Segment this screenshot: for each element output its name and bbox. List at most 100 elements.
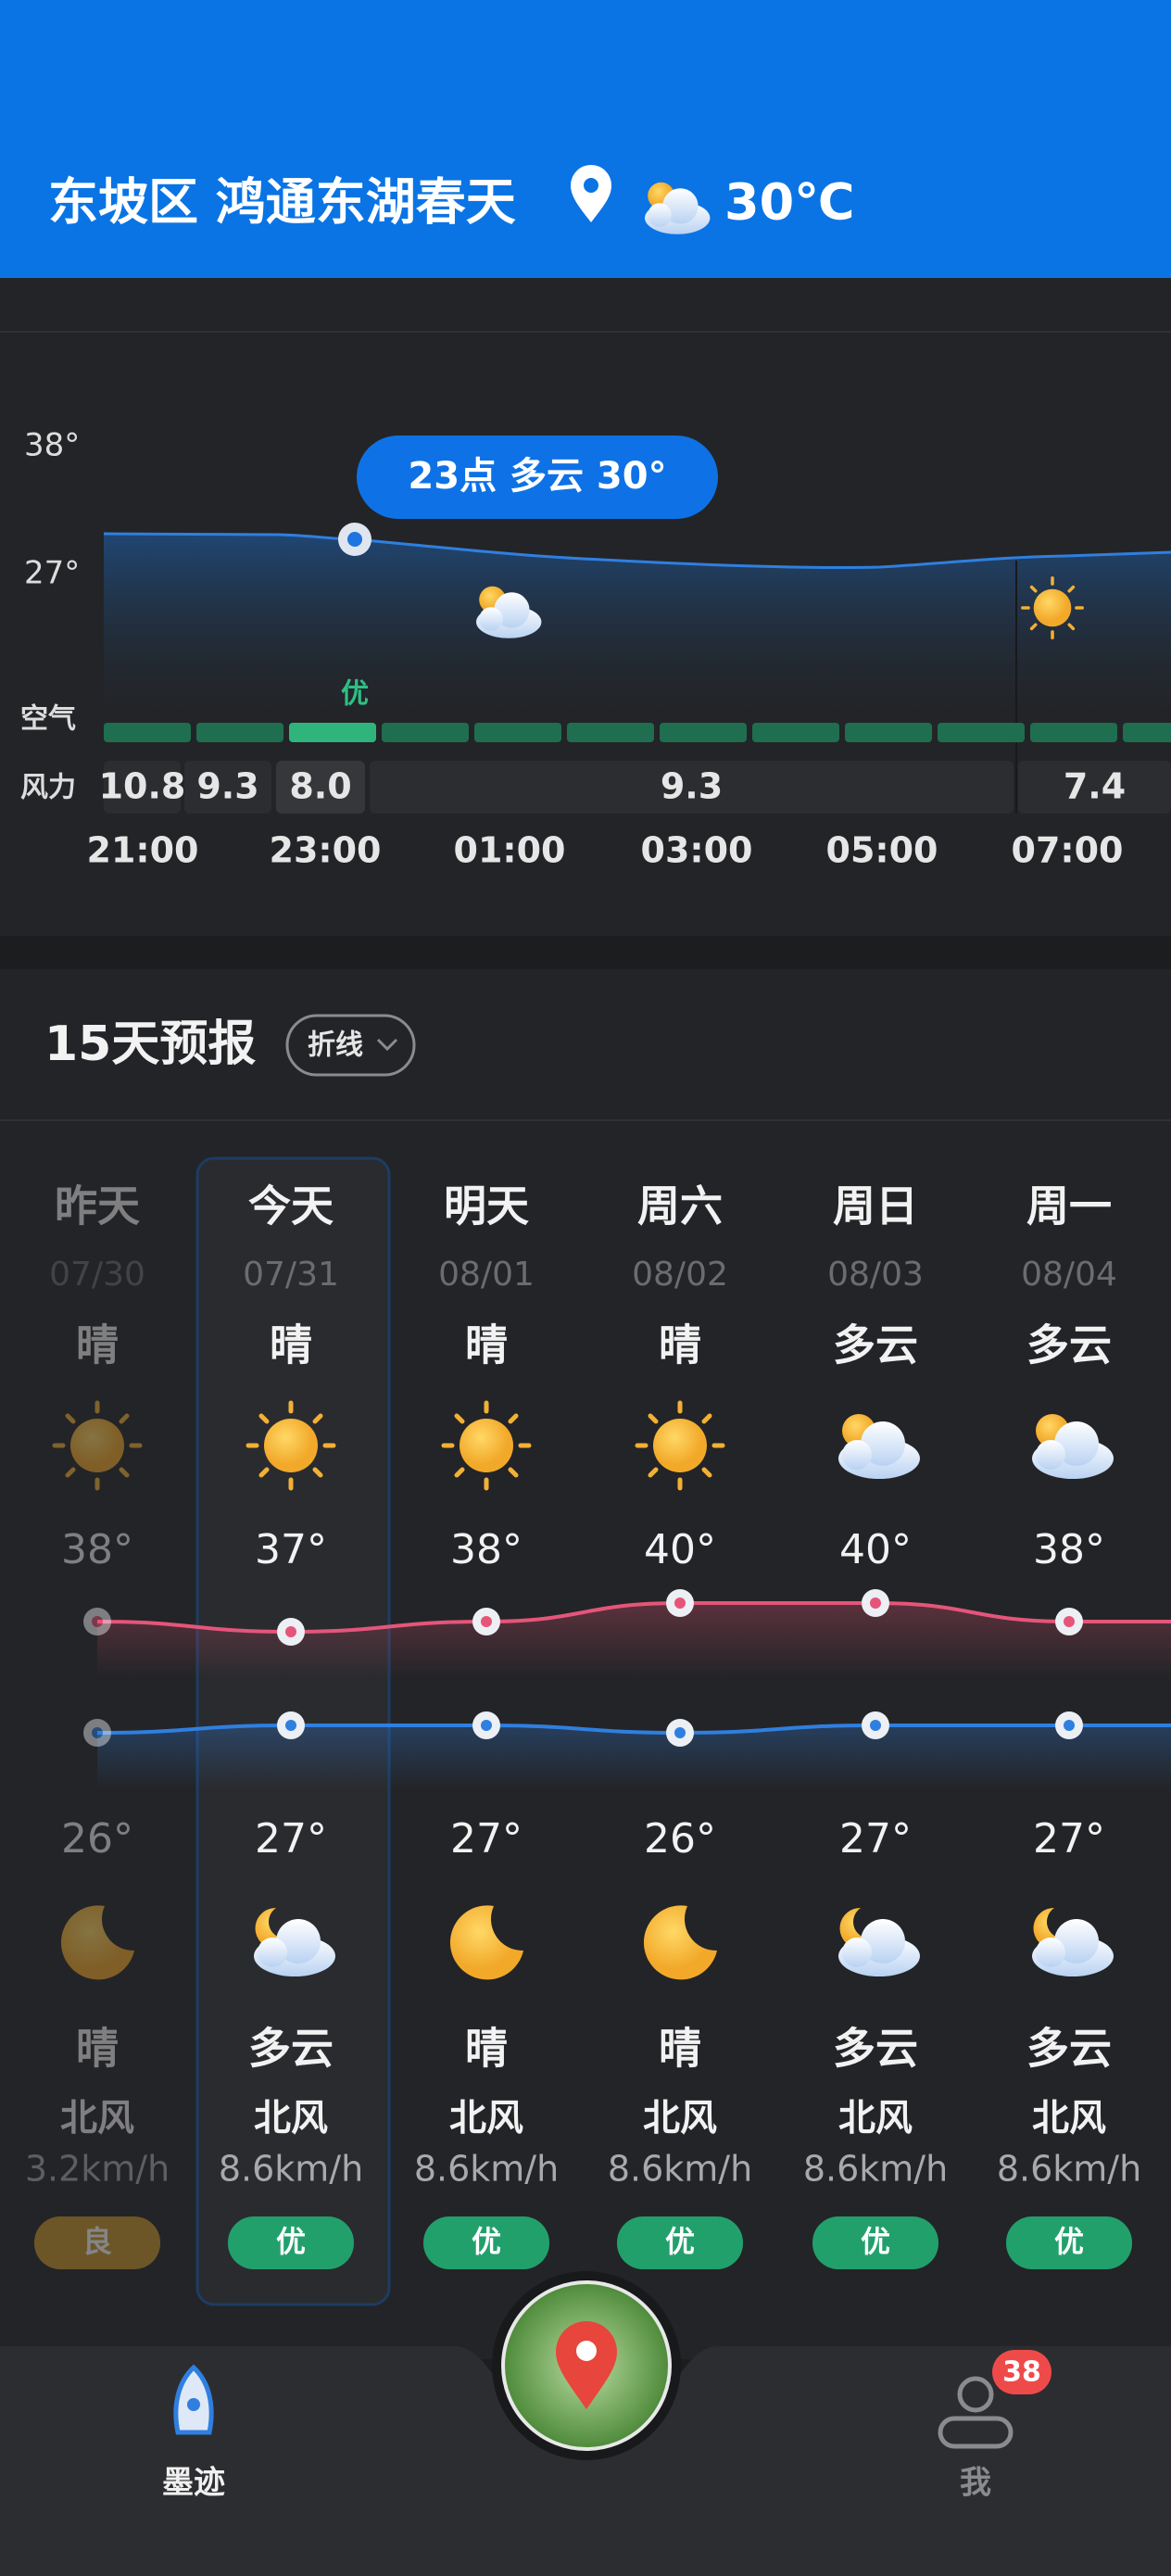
low: 27° [450,1815,523,1863]
high-point-dot [481,1616,492,1627]
day-weather: 多云 [1026,1320,1112,1370]
air-bar [845,723,932,742]
wind-cell [1018,761,1171,814]
wind-dir: 北风 [643,2097,717,2140]
me-label: 我 [960,2465,991,2502]
current-temp: 30℃ [724,173,855,232]
high: 38° [1033,1526,1105,1573]
rocket-window [187,2398,200,2411]
day-weather: 晴 [76,1320,119,1370]
night-weather: 多云 [1026,2024,1112,2074]
aqi-pill [617,2216,743,2269]
mode-toggle[interactable] [285,1014,416,1077]
aqi: 优 [665,2224,695,2259]
date: 08/01 [438,1256,535,1294]
wind-value: 10.8 [99,766,186,807]
wind-speed: 8.6km/h [414,2149,559,2190]
low-point-dot [92,1727,103,1738]
day-weather: 晴 [270,1320,312,1370]
wind-value: 9.3 [196,766,258,807]
wind-dir: 北风 [1032,2097,1106,2140]
tooltip [357,436,718,519]
time-label: 03:00 [641,830,753,871]
date: 07/31 [243,1256,339,1294]
date: 08/03 [827,1256,924,1294]
aqi: 优 [472,2224,501,2259]
day-weather: 晴 [465,1320,508,1370]
wind-cell [370,761,1014,814]
air-bar [1123,723,1171,742]
time-label: 21:00 [87,830,199,871]
date: 07/30 [49,1256,145,1294]
high: 40° [839,1526,912,1573]
air-bar [938,723,1025,742]
y-label: 38° [24,427,80,464]
day-weather: 多云 [833,1320,918,1370]
wind-cell [184,761,271,814]
air-bar [289,723,376,742]
low-point-dot [870,1720,881,1731]
hourly-point-dot [347,532,362,547]
aqi: 优 [861,2224,890,2259]
day: 明天 [444,1181,529,1231]
air-bar [382,723,469,742]
air-bar [567,723,654,742]
wind-speed: 8.6km/h [608,2149,752,2190]
low: 26° [644,1815,716,1863]
pin-icon [556,2321,617,2409]
night-weather: 晴 [465,2024,508,2074]
day: 昨天 [55,1181,140,1231]
y-label: 27° [24,555,80,592]
wind-speed: 8.6km/h [803,2149,948,2190]
day-column[interactable]: 昨天 07/30 晴 38° 26° 晴北风 3.2km/h 良 [25,1181,170,2270]
wind-cell [104,761,181,814]
air-bar [474,723,561,742]
time-label: 05:00 [826,830,938,871]
aqi: 良 [82,2224,112,2259]
bottom-nav [0,2346,1171,2576]
day: 今天 [248,1181,334,1231]
home-tab[interactable]: 墨迹 [162,2364,225,2502]
mode-text: 折线 [308,1029,363,1062]
high-point-dot [674,1597,686,1609]
wind-cell [276,761,365,814]
wind-label: 风力 [20,772,76,804]
day: 周一 [1026,1181,1112,1231]
low-point-dot [1064,1720,1075,1731]
aqi-pill [812,2216,938,2269]
wind-speed: 8.6km/h [997,2149,1141,2190]
high-point [83,1608,111,1635]
low-point-dot [481,1720,492,1731]
aqi: 优 [276,2224,306,2259]
aqi-pill [423,2216,549,2269]
day-column[interactable]: 周六 08/02 晴 40° 26° 晴北风 8.6km/h 优 [608,1181,752,2270]
day-column[interactable]: 明天 08/01 晴 38° 27° 晴北风 8.6km/h 优 [414,1181,559,2270]
wind-dir: 北风 [838,2097,913,2140]
air-bar [660,723,747,742]
person-head [957,2376,994,2413]
chevron [376,1038,398,1052]
badge-count: 38 [1002,2356,1041,2389]
air-bar [196,723,283,742]
person-body [938,2416,1014,2449]
wind-dir: 北风 [60,2097,134,2140]
me-tab[interactable]: 我 38 [938,2350,1051,2502]
pin-dot [576,2341,597,2361]
location[interactable]: 东坡区 鸿通东湖春天 [48,173,516,232]
night-weather: 晴 [76,2024,119,2074]
high-point-dot [285,1626,296,1637]
aqi-pill [1006,2216,1132,2269]
location-icon-hole [584,178,598,193]
high-point-dot [870,1597,881,1609]
low-point [83,1719,111,1747]
night-weather: 晴 [659,2024,701,2074]
high-point-dot [1064,1616,1075,1627]
wind-dir: 北风 [449,2097,523,2140]
wind-speed: 8.6km/h [219,2149,363,2190]
low: 27° [839,1815,912,1863]
